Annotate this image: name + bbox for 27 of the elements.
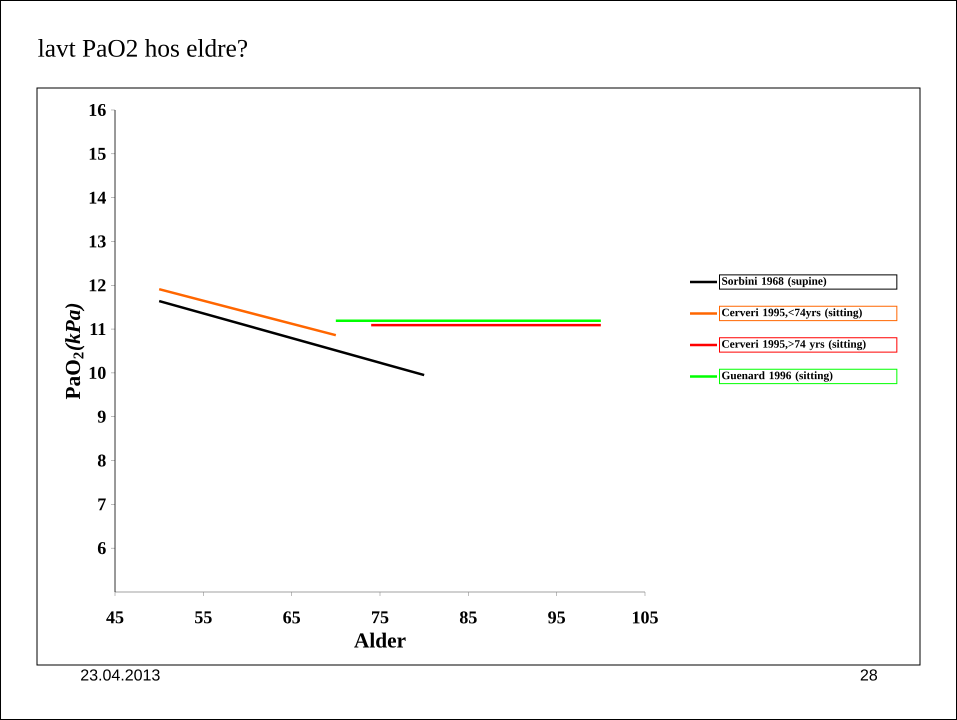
x-tick-label: 55 [195,611,212,624]
x-tick-label: 45 [106,611,124,624]
y-tick-label: 14 [90,192,106,204]
x-tick-label: 105 [632,611,658,624]
y-tick-label: 7 [98,498,106,510]
legend-label: Cerveri 1995,>74 yrs (sitting) [722,340,866,350]
y-tick-label: 9 [98,410,106,423]
y-tick-label: 16 [90,104,106,116]
y-tick-label: 13 [90,235,106,248]
y-tick-label: 12 [90,279,106,292]
x-tick-label: 85 [460,611,477,624]
x-axis-title: Alder [354,632,406,648]
x-tick-label: 75 [372,611,388,624]
legend-label: Guenard 1996 (sitting) [722,371,832,382]
text: 23.04.2013 [81,669,160,681]
y-tick-label: 11 [90,323,106,336]
legend-label: Sorbini 1968 (supine) [722,276,826,288]
chart-title: lavt PaO2 hos eldre? [38,39,248,57]
y-tick-label: 6 [98,542,106,554]
y-tick-label: 10 [90,366,106,379]
x-tick-label: 65 [283,611,300,624]
y-tick-label: 8 [98,454,106,467]
x-tick-label: 95 [548,611,566,624]
y-tick-label: 15 [90,148,106,160]
legend-label: Cerveri 1995,<74yrs (sitting) [722,308,862,319]
y-axis-title: PaO$_{2}$(kPa) [65,304,84,400]
text: 28 [860,669,878,681]
